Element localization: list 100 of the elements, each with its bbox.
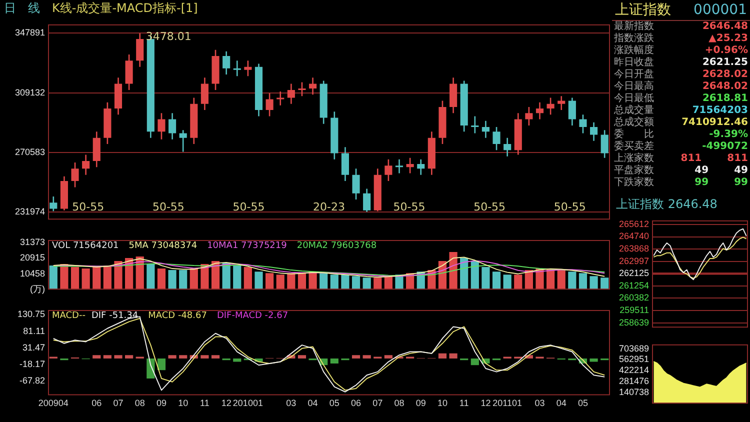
text: -9.39% — [709, 129, 748, 140]
y-tick-label: (万) — [30, 284, 45, 294]
x-tick-label: 05 — [329, 398, 340, 408]
bar — [492, 272, 501, 290]
x-tick-label: 04 — [556, 398, 566, 408]
bar — [254, 272, 263, 290]
y-tick-label: 309132 — [14, 87, 45, 98]
x-tick-label: 03 — [286, 398, 296, 408]
bar — [503, 274, 512, 290]
bar — [49, 266, 58, 290]
category-label: 委买卖差 — [614, 141, 654, 152]
x-tick-label: 08 — [394, 398, 404, 408]
y-tick-label: -18.17 — [19, 359, 45, 369]
category-label: 今日开盘 — [614, 69, 654, 80]
annotation: 50-55 — [393, 200, 426, 214]
annotation: DIF-MACD -2.67 — [216, 310, 288, 321]
category-label: 最新指数 — [614, 21, 654, 32]
text: 99 99 — [694, 177, 748, 188]
annotation: 50-55 — [554, 200, 586, 214]
text: +0.96% — [704, 45, 748, 56]
text: 49 49 — [694, 165, 748, 176]
bar — [330, 274, 338, 290]
y-tick-label: 703689 — [618, 343, 649, 354]
category-label: 上涨家数 — [614, 153, 654, 164]
y-tick-label: 270583 — [14, 146, 45, 157]
category-label: 昨日收盘 — [614, 57, 654, 69]
bar — [146, 264, 155, 290]
x-tick-label: 201001 — [232, 398, 263, 408]
y-tick-label: -67.82 — [19, 376, 45, 386]
y-tick-label: 422214 — [618, 365, 649, 376]
annotation: 50-55 — [474, 200, 506, 214]
series-label: MACD -48.67 — [148, 310, 207, 321]
bar — [114, 261, 122, 290]
text: 71564203 — [692, 105, 748, 116]
y-tick-label: 31373 — [20, 236, 45, 247]
y-tick-label: 265612 — [618, 218, 649, 229]
annotation: 50-55 — [152, 200, 184, 214]
text: 7410912.46 — [682, 117, 748, 128]
bar — [70, 267, 80, 290]
bar — [276, 274, 284, 290]
y-tick-label: 562951 — [618, 354, 649, 364]
text: 2648.02 — [702, 81, 748, 92]
y-tick-label: 261254 — [618, 280, 649, 290]
series-label: DIF -51.34 — [91, 310, 138, 321]
text: 2628.02 — [702, 69, 748, 80]
y-tick-label: 259511 — [620, 305, 649, 316]
bar — [374, 278, 382, 290]
bar — [449, 252, 458, 290]
chart-title: 上证指数 2646.48 — [616, 197, 718, 211]
bar — [578, 273, 588, 290]
chart-subtitle: K线-成交量-MACD指标-[1] — [52, 1, 198, 15]
category-label: 总成交额 — [614, 117, 654, 128]
annotation: 50-55 — [232, 200, 265, 214]
category-label: 指数涨跌 — [614, 33, 654, 44]
y-tick-label: 130.75 — [17, 309, 45, 320]
bar — [568, 272, 576, 290]
x-tick-label: 11 — [200, 398, 210, 408]
text: 2618.81 — [702, 93, 748, 104]
y-tick-label: 281476 — [618, 376, 649, 386]
y-tick-label: 81.11 — [23, 326, 45, 336]
bar — [341, 274, 350, 290]
text: -499072 — [702, 141, 748, 152]
bar — [590, 276, 598, 290]
x-tick-label: 07 — [113, 398, 124, 408]
category-label: 下跌家数 — [614, 177, 654, 189]
bar — [190, 268, 198, 290]
bar — [352, 276, 360, 290]
text: 811 811 — [680, 153, 748, 164]
bar — [266, 273, 274, 290]
x-tick-label: 03 — [534, 398, 545, 408]
y-tick-label: 140738 — [618, 387, 649, 398]
annotation: 50-55 — [72, 200, 104, 214]
text: 2646.48 — [702, 21, 748, 32]
series-label: 10MA1 77375219 — [207, 240, 288, 251]
bar — [557, 270, 566, 290]
y-tick-label: 258639 — [618, 317, 649, 328]
text: 2621.25 — [702, 57, 748, 68]
y-tick-label: 260382 — [618, 292, 649, 303]
annotation: 3478.01 — [146, 30, 192, 44]
text: 000001 — [694, 1, 747, 19]
x-tick-label: 06 — [92, 398, 102, 408]
x-tick-label: 04 — [308, 398, 318, 408]
y-tick-label: 10458 — [20, 268, 45, 278]
legend-title: MACD-- — [52, 310, 86, 321]
y-tick-label: 263868 — [618, 244, 649, 254]
x-tick-label: 07 — [372, 398, 383, 408]
category-label: 平盘家数 — [614, 165, 654, 176]
text: 20MA2 79603768 — [296, 240, 377, 251]
y-tick-label: 347891 — [14, 28, 45, 38]
x-tick-label: 08 — [134, 398, 145, 408]
y-tick-label: 264740 — [618, 231, 649, 242]
x-tick-label: 12 — [221, 398, 232, 408]
bar — [82, 268, 90, 290]
bar — [482, 267, 490, 290]
y-tick-label: 20915 — [20, 252, 45, 263]
bar — [168, 270, 176, 290]
y-tick-label: 231974 — [14, 206, 45, 216]
category-label: 涨跌幅度 — [614, 45, 654, 57]
category-label: 今日最高 — [614, 81, 654, 93]
series-label: VOL 71564201 — [52, 240, 119, 251]
